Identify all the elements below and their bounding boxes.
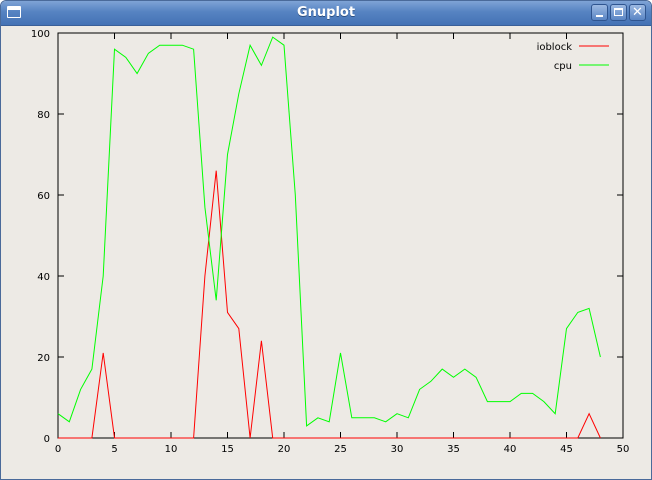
minimize-button[interactable]: [591, 4, 608, 21]
x-tick-label: 35: [447, 444, 460, 455]
y-tick-label: 20: [37, 353, 50, 364]
legend-label-ioblock: ioblock: [537, 42, 573, 53]
x-tick-label: 20: [278, 444, 291, 455]
series-line-ioblock: [58, 170, 601, 439]
y-tick-label: 40: [37, 272, 50, 283]
close-icon: ✕: [632, 5, 643, 20]
x-tick-label: 10: [165, 444, 178, 455]
minimize-icon: [596, 15, 603, 17]
x-tick-label: 5: [111, 444, 117, 455]
series-lines: [57, 36, 601, 439]
x-tick-label: 30: [391, 444, 404, 455]
title-bar[interactable]: Gnuplot ✕: [1, 1, 651, 26]
plot-area: 0 5 10 15 20 25 30 35 40 45 50 0 20 40 60 80 100 ioblock…: [1, 26, 651, 479]
plot-frame: [57, 32, 624, 439]
y-tick-label: 0: [44, 434, 50, 445]
maximize-icon: [614, 8, 623, 16]
x-tick-label: 45: [560, 444, 573, 455]
legend: ioblock cpu: [537, 42, 609, 72]
y-tick-label: 80: [37, 110, 50, 121]
x-tick-label: 25: [334, 444, 347, 455]
y-tick-label: 100: [31, 29, 50, 40]
line-chart: 0 5 10 15 20 25 30 35 40 45 50 0 20 40 60 80 100 ioblock…: [31, 29, 629, 455]
series-line-cpu: [57, 36, 601, 427]
legend-label-cpu: cpu: [554, 61, 572, 72]
maximize-button[interactable]: [610, 4, 627, 21]
window-title: Gnuplot: [296, 5, 356, 20]
x-tick-label: 15: [221, 444, 234, 455]
axis-ticks: 0 5 10 15 20 25 30 35 40 45 50 0 20 40 60 80 100: [31, 29, 629, 455]
x-tick-label: 50: [617, 444, 630, 455]
x-tick-label: 40: [504, 444, 517, 455]
y-tick-label: 60: [37, 191, 50, 202]
close-button[interactable]: ✕: [629, 4, 646, 21]
x-tick-label: 0: [55, 444, 61, 455]
window-icon[interactable]: [7, 6, 21, 18]
